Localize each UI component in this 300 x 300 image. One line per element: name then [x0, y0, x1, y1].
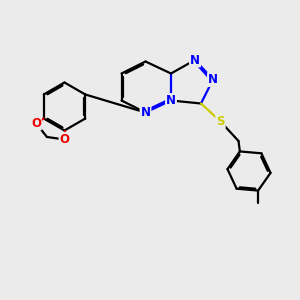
Text: O: O — [59, 133, 70, 146]
Text: N: N — [166, 94, 176, 107]
Text: O: O — [31, 116, 41, 130]
Text: S: S — [216, 115, 225, 128]
Text: N: N — [190, 53, 200, 67]
Text: N: N — [140, 106, 151, 119]
Text: N: N — [208, 73, 218, 86]
